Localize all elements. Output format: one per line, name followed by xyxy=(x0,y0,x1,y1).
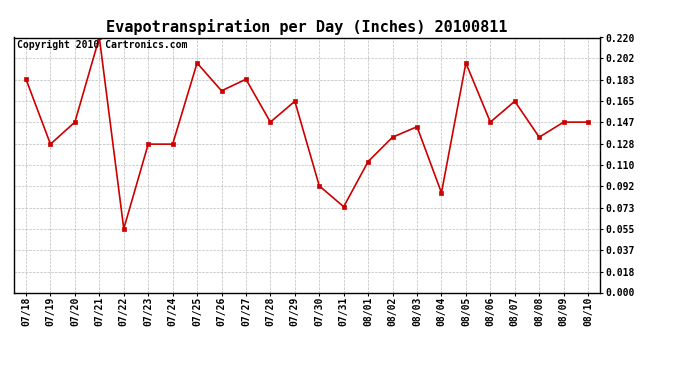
Text: Copyright 2010 Cartronics.com: Copyright 2010 Cartronics.com xyxy=(17,40,187,50)
Title: Evapotranspiration per Day (Inches) 20100811: Evapotranspiration per Day (Inches) 2010… xyxy=(106,19,508,35)
